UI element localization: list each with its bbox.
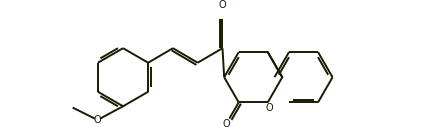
Text: O: O <box>222 119 230 129</box>
Text: O: O <box>94 115 101 125</box>
Text: O: O <box>219 0 226 10</box>
Text: O: O <box>265 103 273 112</box>
